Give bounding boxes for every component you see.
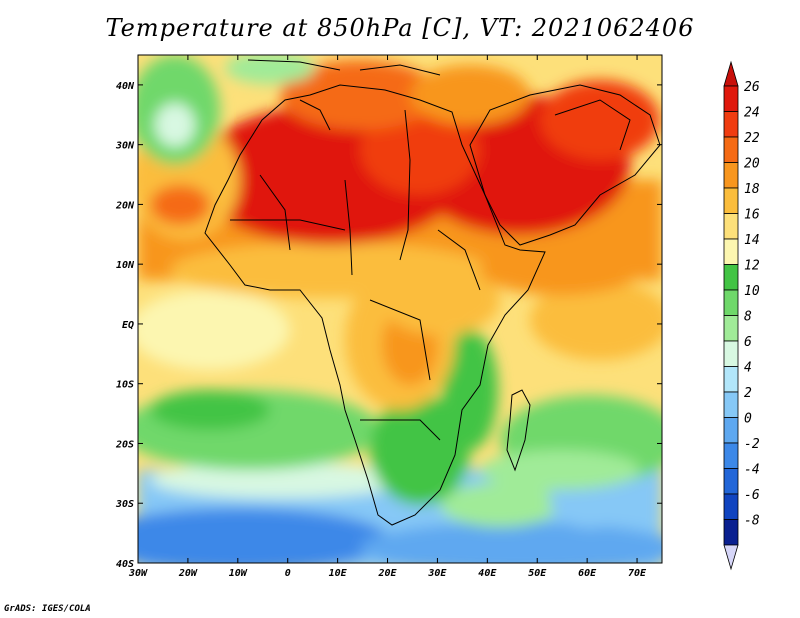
colorbar-swatch <box>723 187 739 214</box>
colorbar-label: 8 <box>744 310 752 325</box>
x-tick-label: 20E <box>377 568 397 579</box>
y-tick-label: 20N <box>115 200 135 211</box>
colorbar-swatch <box>723 85 739 112</box>
coastlines <box>204 59 661 526</box>
y-tick-label: 40N <box>116 81 135 92</box>
colorbar-swatch <box>723 289 739 316</box>
colorbar-label: 12 <box>744 259 760 274</box>
colorbar-label: 16 <box>744 208 760 223</box>
colorbar-swatch <box>723 162 739 189</box>
x-tick-label: 70E <box>628 568 647 579</box>
colorbar-swatch <box>723 340 739 367</box>
colorbar-label: 6 <box>744 335 752 350</box>
y-tick-label: 30S <box>115 499 134 510</box>
colorbar-swatch <box>723 417 739 444</box>
colorbar-swatch <box>723 442 739 469</box>
colorbar-top-arrow <box>723 60 739 87</box>
x-tick-label: 60E <box>578 568 597 579</box>
x-tick-label: 10W <box>229 568 248 579</box>
x-tick-label: 30W <box>128 568 148 579</box>
colorbar-bottom-arrow <box>723 544 739 571</box>
colorbar-swatch <box>723 111 739 138</box>
colorbar-label: 20 <box>744 157 760 172</box>
colorbar-swatch <box>723 391 739 418</box>
temperature-field <box>138 55 662 563</box>
colorbar-swatch <box>723 519 739 546</box>
colorbar-label: 10 <box>744 284 760 299</box>
x-tick-label: 40E <box>478 568 497 579</box>
colorbar-label: 18 <box>744 182 760 197</box>
colorbar-swatch <box>723 136 739 163</box>
colorbar-label: -4 <box>744 463 760 478</box>
colorbar-swatch <box>723 468 739 495</box>
credit-label: GrADS: IGES/COLA <box>4 604 91 614</box>
x-tick-label: 0 <box>285 568 291 579</box>
colorbar-swatch <box>723 213 739 240</box>
colorbar-label: 22 <box>744 131 760 146</box>
x-tick-label: 50E <box>528 568 547 579</box>
x-tick-label: 20W <box>178 568 198 579</box>
colorbar-label: 14 <box>744 233 760 248</box>
colorbar-swatch <box>723 493 739 520</box>
colorbar-label: 0 <box>744 412 752 427</box>
colorbar-swatch <box>723 315 739 342</box>
colorbar-label: -8 <box>744 514 760 529</box>
y-tick-label: 10N <box>116 260 135 271</box>
colorbar-label: 4 <box>744 361 752 376</box>
colorbar-swatch <box>723 366 739 393</box>
colorbar-label: 2 <box>744 386 752 401</box>
colorbar-swatch <box>723 238 739 265</box>
y-tick-label: 20S <box>115 439 134 450</box>
x-tick-label: 30E <box>427 568 447 579</box>
map-frame <box>137 54 663 564</box>
y-tick-label: EQ <box>122 320 134 331</box>
colorbar-label: 26 <box>744 80 760 95</box>
colorbar-label: 24 <box>744 106 760 121</box>
x-tick-label: 10E <box>329 568 348 579</box>
y-tick-label: 30N <box>115 141 135 152</box>
colorbar-label: -6 <box>744 488 760 503</box>
y-tick-label: 40S <box>116 559 134 570</box>
y-tick-label: 10S <box>116 380 134 391</box>
map-title: Temperature at 850hPa [C], VT: 202106240… <box>105 14 695 42</box>
colorbar-swatch <box>723 264 739 291</box>
colorbar-label: -2 <box>744 437 760 452</box>
